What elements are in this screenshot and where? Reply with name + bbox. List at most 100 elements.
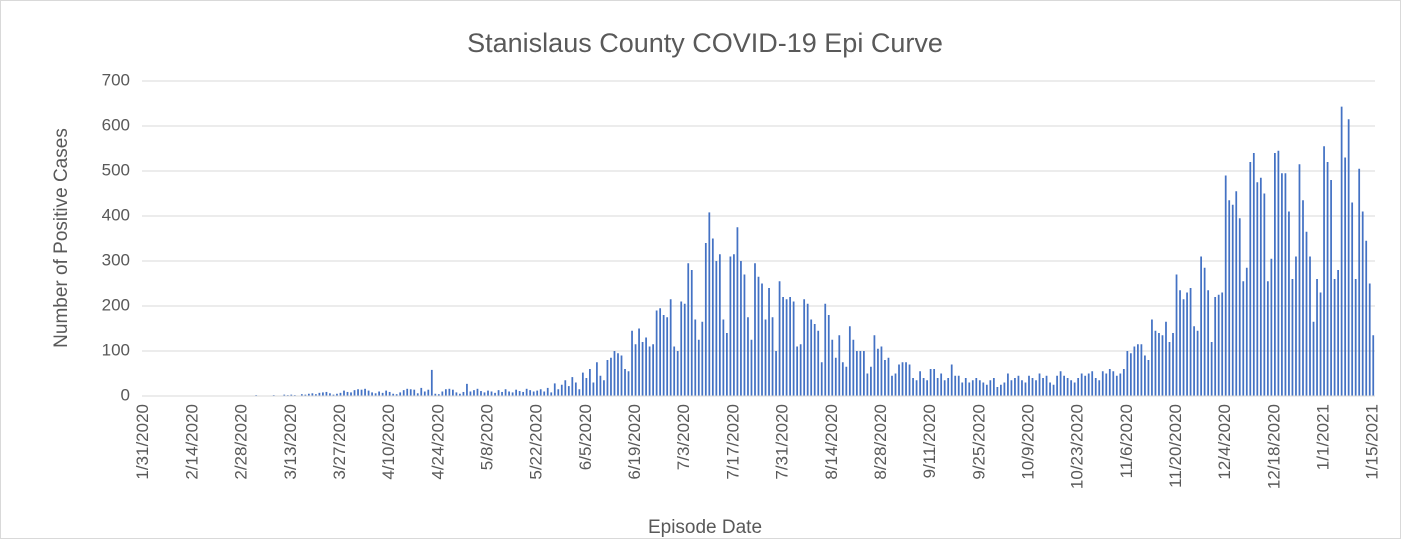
x-tick-label: 9/25/2020	[969, 404, 988, 480]
bar	[785, 299, 788, 396]
bar	[497, 390, 500, 396]
bar	[518, 391, 521, 396]
bar	[1291, 279, 1294, 396]
bar	[971, 380, 974, 396]
bar	[1323, 146, 1325, 396]
bar	[501, 391, 503, 396]
bar	[1361, 211, 1364, 396]
bar	[409, 389, 412, 396]
bar	[444, 389, 447, 396]
bar	[1056, 375, 1058, 396]
bar	[1326, 162, 1329, 396]
bar	[585, 378, 588, 396]
bar	[715, 261, 718, 396]
bar	[311, 393, 314, 396]
bar	[985, 384, 988, 396]
bar	[357, 389, 359, 396]
bar	[1108, 369, 1111, 396]
bar	[371, 392, 373, 396]
bar	[1028, 375, 1030, 396]
bar	[1158, 333, 1160, 396]
bar	[933, 369, 936, 396]
bar	[1140, 344, 1143, 396]
bar	[648, 346, 651, 396]
bar	[603, 380, 605, 396]
bar	[726, 333, 728, 396]
bar	[1309, 256, 1311, 396]
bar	[1179, 290, 1181, 396]
bar	[395, 394, 398, 396]
bar	[789, 297, 791, 396]
bar	[989, 380, 992, 396]
bar	[992, 378, 995, 396]
x-axis-label: Episode Date	[648, 517, 762, 538]
bar	[613, 351, 616, 396]
bar	[1087, 373, 1090, 396]
bar	[574, 382, 577, 396]
bar	[1274, 153, 1276, 396]
bar	[329, 393, 331, 396]
bar	[1098, 380, 1101, 396]
bar	[515, 389, 517, 396]
bar	[1333, 279, 1336, 396]
chart-title: Stanislaus County COVID-19 Epi Curve	[467, 28, 943, 58]
bar	[634, 344, 637, 396]
bar	[912, 378, 914, 396]
bar	[1330, 180, 1332, 396]
bar	[378, 391, 380, 396]
bar	[1340, 106, 1343, 397]
bar	[1126, 351, 1129, 396]
bar	[546, 387, 549, 396]
bar	[1101, 371, 1104, 396]
bar	[747, 317, 749, 396]
bar	[1284, 173, 1287, 396]
bar	[1017, 375, 1020, 396]
bar	[908, 364, 911, 396]
bar	[694, 319, 697, 396]
bar	[827, 315, 830, 396]
bar	[1045, 375, 1048, 396]
bar	[392, 393, 395, 396]
bar	[1059, 371, 1062, 396]
bar	[729, 256, 732, 396]
bar	[803, 299, 806, 396]
bar	[820, 362, 823, 396]
bar	[926, 380, 928, 396]
bar	[420, 387, 423, 396]
bar	[778, 281, 781, 396]
bar	[1224, 175, 1227, 396]
bar	[740, 261, 742, 396]
bar	[1144, 355, 1146, 396]
bar	[1014, 378, 1016, 396]
bar	[891, 375, 893, 396]
bar	[1172, 333, 1174, 396]
bar	[1228, 200, 1231, 396]
bar	[859, 351, 862, 396]
bar	[606, 360, 609, 396]
bar	[1316, 279, 1318, 396]
bar	[610, 357, 612, 396]
bar	[1175, 274, 1178, 396]
x-tick-label: 3/27/2020	[330, 404, 349, 480]
bar	[592, 382, 595, 396]
bar	[1266, 281, 1269, 396]
bar	[508, 391, 510, 396]
bar	[690, 270, 693, 396]
bar	[964, 378, 967, 396]
bar	[550, 392, 553, 396]
bar	[817, 330, 820, 396]
bar	[1210, 342, 1213, 396]
bar	[1105, 373, 1108, 396]
bar	[290, 394, 293, 396]
bar	[525, 388, 528, 396]
bar	[529, 390, 532, 396]
bar	[796, 346, 799, 396]
bar	[1358, 168, 1361, 396]
bar	[1281, 173, 1283, 396]
bar	[304, 394, 307, 396]
bar	[346, 391, 349, 396]
x-tick-label: 5/22/2020	[527, 404, 546, 480]
x-tick-label: 10/23/2020	[1068, 404, 1087, 489]
bar	[1042, 378, 1044, 396]
